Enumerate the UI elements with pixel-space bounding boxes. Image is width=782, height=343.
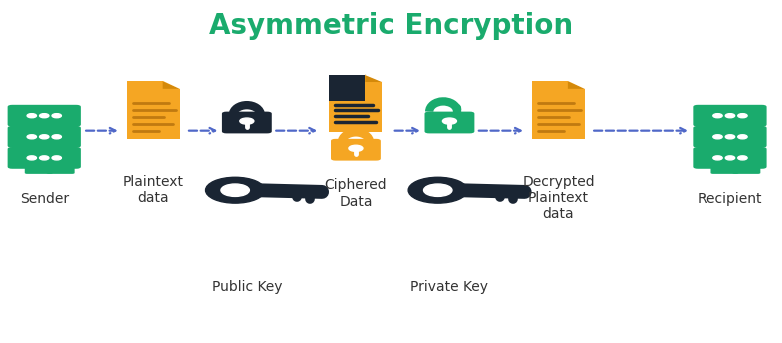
FancyBboxPatch shape: [8, 147, 81, 169]
FancyBboxPatch shape: [694, 105, 766, 127]
FancyBboxPatch shape: [8, 126, 81, 148]
Text: Asymmetric Encryption: Asymmetric Encryption: [209, 12, 573, 39]
Circle shape: [240, 118, 254, 124]
Bar: [41, 162, 48, 168]
FancyBboxPatch shape: [425, 111, 475, 133]
Bar: [532, 81, 585, 139]
Polygon shape: [568, 81, 585, 89]
Circle shape: [737, 114, 747, 118]
Polygon shape: [568, 81, 585, 89]
Circle shape: [40, 156, 49, 160]
Circle shape: [737, 135, 747, 139]
Circle shape: [27, 135, 37, 139]
Circle shape: [349, 145, 363, 151]
Circle shape: [40, 114, 49, 118]
Polygon shape: [365, 74, 382, 82]
Circle shape: [52, 156, 62, 160]
Text: Sender: Sender: [20, 192, 69, 206]
Circle shape: [408, 177, 468, 203]
Circle shape: [713, 114, 722, 118]
Polygon shape: [568, 81, 585, 89]
Circle shape: [27, 156, 37, 160]
Circle shape: [206, 177, 265, 203]
Text: Private Key: Private Key: [411, 280, 489, 294]
Polygon shape: [163, 81, 180, 89]
FancyBboxPatch shape: [711, 166, 738, 174]
Polygon shape: [163, 81, 180, 89]
FancyBboxPatch shape: [694, 126, 766, 148]
Text: Plaintext
data: Plaintext data: [123, 175, 184, 205]
Circle shape: [725, 156, 734, 160]
Circle shape: [713, 135, 722, 139]
FancyBboxPatch shape: [47, 166, 74, 174]
Bar: [127, 81, 180, 139]
Bar: [726, 162, 734, 168]
FancyBboxPatch shape: [694, 147, 766, 169]
Circle shape: [725, 114, 734, 118]
FancyBboxPatch shape: [331, 139, 381, 161]
Circle shape: [52, 114, 62, 118]
Circle shape: [27, 114, 37, 118]
Text: Recipient: Recipient: [698, 192, 762, 206]
Text: Decrypted
Plaintext
data: Decrypted Plaintext data: [522, 175, 595, 221]
Circle shape: [424, 184, 452, 197]
Circle shape: [713, 156, 722, 160]
FancyBboxPatch shape: [732, 166, 760, 174]
Text: Ciphered
Data: Ciphered Data: [325, 178, 387, 209]
Polygon shape: [365, 74, 382, 82]
Bar: [329, 74, 365, 100]
Circle shape: [737, 156, 747, 160]
Circle shape: [52, 135, 62, 139]
FancyBboxPatch shape: [25, 166, 53, 174]
Bar: [329, 74, 382, 132]
FancyBboxPatch shape: [8, 105, 81, 127]
Polygon shape: [365, 74, 382, 82]
Circle shape: [443, 118, 457, 124]
Circle shape: [221, 184, 249, 197]
FancyBboxPatch shape: [222, 111, 272, 133]
Circle shape: [40, 135, 49, 139]
Polygon shape: [163, 81, 180, 89]
Circle shape: [725, 135, 734, 139]
Text: Public Key: Public Key: [212, 280, 282, 294]
